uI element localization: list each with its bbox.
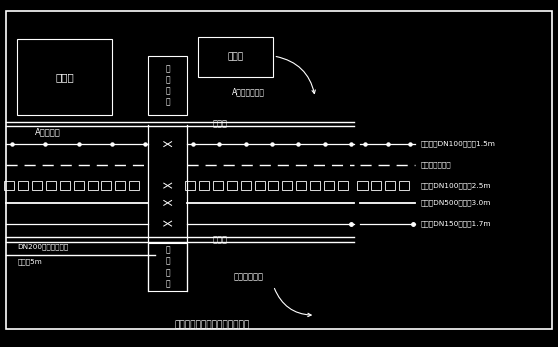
Bar [185,181,195,190]
Bar [74,181,84,190]
Bar [296,181,306,190]
Text: 公共绿地广场: 公共绿地广场 [233,273,263,282]
Bar [46,181,56,190]
Text: 给水管DN500，埋深3.0m: 给水管DN500，埋深3.0m [421,200,492,206]
Text: A公司厂址: A公司厂址 [35,128,61,136]
Bar [358,181,368,190]
Bar [88,181,98,190]
Text: 城市道路中心轴: 城市道路中心轴 [421,162,451,168]
Bar [386,181,395,190]
Text: 人行道: 人行道 [212,235,227,244]
Bar [32,181,42,190]
Bar [372,181,382,190]
Text: 工
工
作
坑: 工 工 作 坑 [165,64,170,107]
Bar [240,181,251,190]
Bar [129,181,140,190]
Text: 中水水管DN100，埋深1.5m: 中水水管DN100，埋深1.5m [421,141,496,147]
Text: 顶力管道过道路平面布置示意图: 顶力管道过道路平面布置示意图 [175,320,250,329]
Bar [282,181,292,190]
Bar [310,181,320,190]
FancyArrowPatch shape [276,57,315,94]
FancyArrowPatch shape [275,288,311,316]
Text: DN200穿路供热管道: DN200穿路供热管道 [17,244,69,250]
Bar [102,181,112,190]
Bar [227,181,237,190]
Bar [4,181,14,190]
Text: 人行道: 人行道 [212,119,227,128]
Bar [399,181,409,190]
Text: 办公楼: 办公楼 [228,52,244,61]
Bar [18,181,28,190]
Text: 污水管DN100，埋深2.5m: 污水管DN100，埋深2.5m [421,182,492,189]
Bar [116,181,126,190]
Bar [60,181,70,190]
Bar [213,181,223,190]
Bar [254,181,264,190]
Bar [324,181,334,190]
Text: A公司内部道路: A公司内部道路 [232,88,265,97]
Bar [268,181,278,190]
Text: 综合楼: 综合楼 [55,72,74,82]
Text: 埋深约5m: 埋深约5m [17,259,42,265]
Bar [199,181,209,190]
Text: 接
收
作
坑: 接 收 作 坑 [165,246,170,288]
Text: 给水管DN150，埋深1.7m: 给水管DN150，埋深1.7m [421,220,492,227]
Bar [338,181,348,190]
